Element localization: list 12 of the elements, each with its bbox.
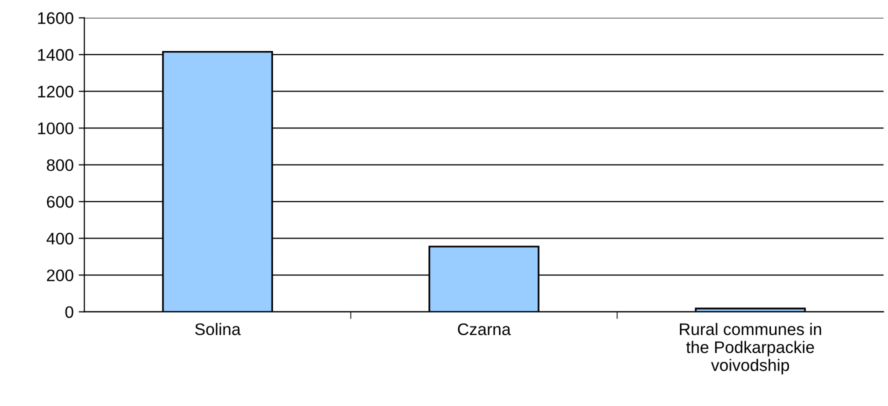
y-tick-label: 200 [46, 269, 74, 282]
y-tick-label: 600 [46, 196, 74, 208]
x-tick-label: Czarna [458, 323, 511, 336]
y-tick-label: 1200 [38, 86, 74, 98]
y-tick-label: 400 [46, 232, 74, 245]
x-tick-label: Solina [195, 322, 241, 336]
y-tick-label: 1400 [38, 49, 74, 61]
y-tick-label: 1600 [38, 12, 74, 24]
x-tick-label: Rural communes in the Podkarpackie voivodship [680, 322, 822, 374]
y-tick-label: 800 [46, 159, 74, 172]
y-tick-label: 1000 [38, 122, 74, 134]
y-tick-label: 0 [65, 306, 74, 318]
